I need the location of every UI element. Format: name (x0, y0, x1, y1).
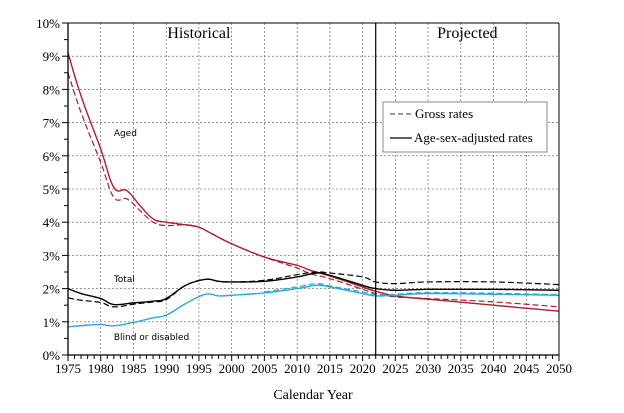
x-tick-label: 1990 (153, 361, 179, 376)
annotation-total: Total (113, 275, 135, 285)
y-tick-label: 10% (36, 16, 60, 31)
x-tick-label: 2015 (317, 361, 343, 376)
x-tick-label: 2050 (546, 361, 572, 376)
y-tick-label: 7% (43, 116, 61, 131)
projected-label: Projected (437, 25, 497, 42)
annotation-aged: Aged (114, 129, 137, 139)
x-tick-label: 1980 (88, 361, 114, 376)
y-tick-labels: 0% 1% 2% 3% 4% 5% 6% 7% 8% 9% 10% (36, 16, 60, 363)
x-tick-label: 1975 (55, 361, 81, 376)
x-tick-label: 2035 (448, 361, 474, 376)
x-tick-label: 2010 (284, 361, 310, 376)
gridlines (68, 23, 559, 355)
legend: Gross rates Age-sex-adjusted rates (382, 101, 548, 153)
x-tick-label: 2000 (219, 361, 245, 376)
series-line-total-gross (67, 271, 560, 308)
series-annotations: Aged Total Blind or disabled (113, 129, 189, 343)
series-line-blind-or-disabled-age-sex-adjusted (67, 284, 560, 328)
y-tick-label: 1% (43, 315, 61, 330)
x-tick-label: 2020 (350, 361, 376, 376)
x-tick-labels: 1975 1980 1985 1990 1995 2000 2005 2010 2015 2020… (55, 361, 572, 376)
x-tick-label: 2040 (481, 361, 507, 376)
axes (62, 22, 560, 361)
x-tick-label: 2045 (513, 361, 539, 376)
series-lines (67, 52, 560, 328)
legend-box (382, 101, 548, 153)
x-tick-label: 2005 (251, 361, 277, 376)
annotation-blind-or-disabled: Blind or disabled (114, 333, 189, 343)
y-tick-label: 6% (43, 149, 61, 164)
x-tick-label: 2030 (415, 361, 441, 376)
x-tick-label: 1985 (120, 361, 146, 376)
y-tick-label: 9% (43, 49, 61, 64)
y-tick-label: 4% (43, 215, 61, 230)
x-tick-label: 1995 (186, 361, 212, 376)
series-line-blind-or-disabled-gross (264, 282, 560, 296)
series-line-aged-gross (67, 72, 560, 308)
x-axis-label: Calendar Year (273, 388, 353, 403)
x-tick-label: 2025 (382, 361, 408, 376)
y-tick-label: 8% (43, 82, 61, 97)
y-tick-label: 0% (43, 348, 61, 363)
historical-label: Historical (167, 25, 231, 42)
y-tick-label: 3% (43, 248, 61, 263)
y-tick-label: 2% (43, 282, 61, 297)
legend-label-adjusted: Age-sex-adjusted rates (414, 130, 533, 145)
y-tick-label: 5% (43, 182, 61, 197)
legend-label-gross: Gross rates (415, 106, 473, 121)
